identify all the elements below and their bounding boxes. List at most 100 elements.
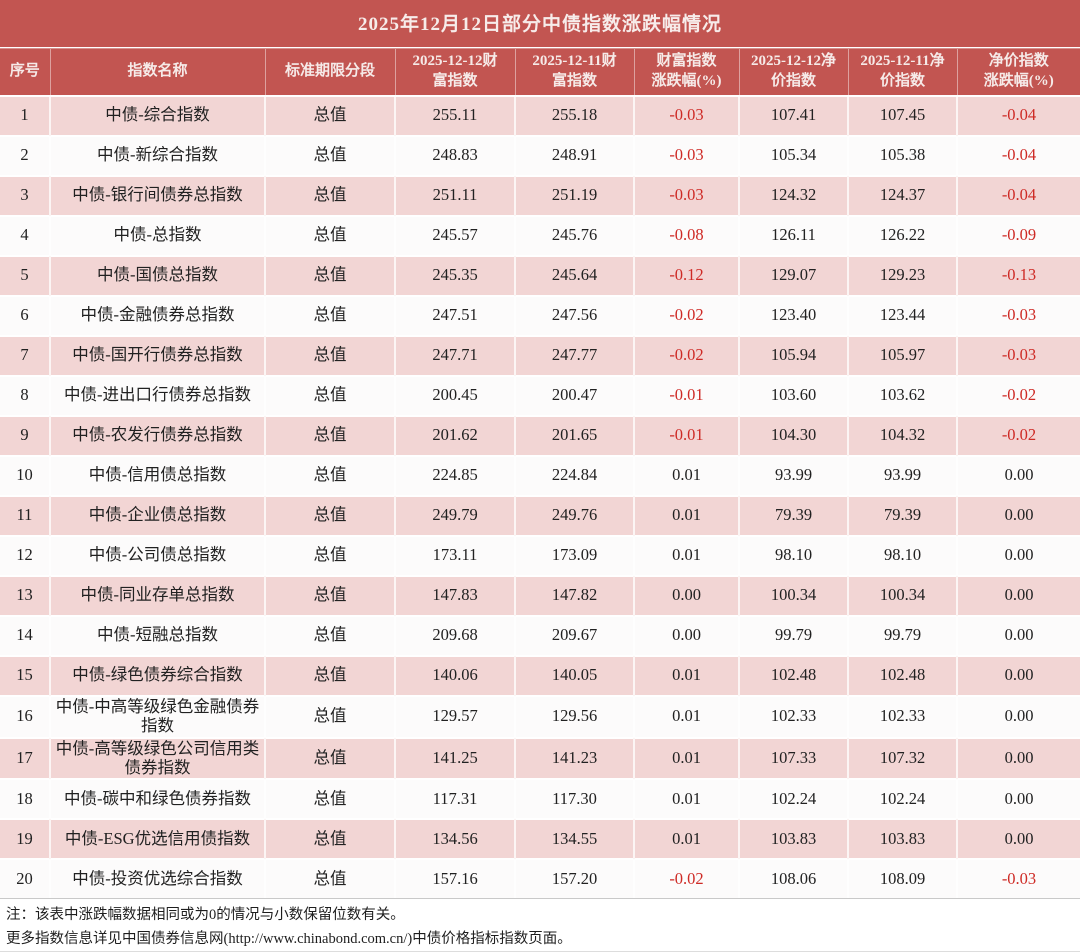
cell-net-price-1211: 103.83	[847, 818, 957, 860]
table-row: 3 中债-银行间债券总指数 总值 251.11 251.19 -0.03 124.32 124…	[0, 174, 1080, 216]
cell-wealth-change-pct: 0.01	[633, 818, 739, 860]
cell-index-name: 中债-农发行债券总指数	[49, 414, 265, 456]
cell-seq: 6	[0, 294, 50, 336]
cell-seq: 8	[0, 374, 50, 416]
cell-seq: 12	[0, 534, 50, 576]
cell-wealth-change-pct: -0.08	[633, 214, 739, 256]
cell-net-price-1212: 100.34	[738, 574, 848, 616]
cell-wealth-change-pct: -0.02	[633, 334, 739, 376]
table-row: 20 中债-投资优选综合指数 总值 157.16 157.20 -0.02 108.06 10…	[0, 858, 1080, 899]
cell-wealth-change-pct: 0.01	[633, 534, 739, 576]
cell-net-price-change-pct: 0.00	[956, 534, 1080, 576]
cell-net-price-change-pct: 0.00	[956, 574, 1080, 616]
cell-net-price-1212: 107.33	[738, 736, 848, 780]
table-row: 4 中债-总指数 总值 245.57 245.76 -0.08 126.11 126.22 -0…	[0, 214, 1080, 256]
cell-net-price-1212: 103.83	[738, 818, 848, 860]
cell-index-name: 中债-碳中和绿色债券指数	[49, 778, 265, 820]
cell-index-name: 中债-公司债总指数	[49, 534, 265, 576]
cell-wealth-index-1211: 247.77	[514, 334, 634, 376]
cell-term-segment: 总值	[264, 214, 395, 256]
cell-net-price-change-pct: -0.03	[956, 294, 1080, 336]
cell-term-segment: 总值	[264, 534, 395, 576]
cell-wealth-change-pct: -0.01	[633, 374, 739, 416]
table-row: 16 中债-中高等级绿色金融债券指数 总值 129.57 129.56 0.01 102.3…	[0, 694, 1080, 738]
cell-seq: 11	[0, 494, 50, 536]
cell-wealth-change-pct: 0.01	[633, 494, 739, 536]
table-row: 18 中债-碳中和绿色债券指数 总值 117.31 117.30 0.01 102.24 10…	[0, 778, 1080, 820]
cell-wealth-change-pct: -0.03	[633, 134, 739, 176]
cell-index-name: 中债-新综合指数	[49, 134, 265, 176]
cell-net-price-change-pct: -0.09	[956, 214, 1080, 256]
col-header-net-price-1211: 2025-12-11净 价指数	[847, 47, 957, 96]
cell-net-price-1211: 104.32	[847, 414, 957, 456]
table-row: 6 中债-金融债券总指数 总值 247.51 247.56 -0.02 123.40 123.…	[0, 294, 1080, 336]
cell-net-price-1211: 103.62	[847, 374, 957, 416]
cell-net-price-1212: 105.94	[738, 334, 848, 376]
cell-index-name: 中债-ESG优选信用债指数	[49, 818, 265, 860]
cell-wealth-index-1212: 245.35	[394, 254, 515, 296]
cell-index-name: 中债-银行间债券总指数	[49, 174, 265, 216]
cell-wealth-change-pct: 0.00	[633, 574, 739, 616]
cell-wealth-change-pct: -0.03	[633, 94, 739, 136]
cell-index-name: 中债-绿色债券综合指数	[49, 654, 265, 696]
cell-wealth-index-1212: 140.06	[394, 654, 515, 696]
cell-net-price-1212: 102.48	[738, 654, 848, 696]
cell-wealth-change-pct: -0.03	[633, 174, 739, 216]
cell-wealth-change-pct: -0.02	[633, 294, 739, 336]
cell-wealth-index-1211: 209.67	[514, 614, 634, 656]
cell-net-price-1212: 105.34	[738, 134, 848, 176]
table-row: 9 中债-农发行债券总指数 总值 201.62 201.65 -0.01 104.30 104…	[0, 414, 1080, 456]
cell-net-price-1211: 108.09	[847, 858, 957, 899]
cell-seq: 18	[0, 778, 50, 820]
cell-term-segment: 总值	[264, 494, 395, 536]
cell-seq: 10	[0, 454, 50, 496]
cell-wealth-index-1211: 255.18	[514, 94, 634, 136]
cell-index-name: 中债-高等级绿色公司信用类债券指数	[49, 736, 265, 780]
cell-net-price-1211: 100.34	[847, 574, 957, 616]
cell-wealth-index-1212: 248.83	[394, 134, 515, 176]
cell-term-segment: 总值	[264, 454, 395, 496]
cell-wealth-index-1211: 248.91	[514, 134, 634, 176]
col-header-seq: 序号	[0, 47, 50, 96]
cell-net-price-change-pct: 0.00	[956, 818, 1080, 860]
col-header-wealth-change-pct: 财富指数 涨跌幅(%)	[633, 47, 739, 96]
cell-index-name: 中债-国开行债券总指数	[49, 334, 265, 376]
cell-wealth-change-pct: -0.02	[633, 858, 739, 899]
cell-wealth-index-1211: 201.65	[514, 414, 634, 456]
cell-wealth-change-pct: 0.01	[633, 694, 739, 738]
cell-index-name: 中债-信用债总指数	[49, 454, 265, 496]
cell-net-price-1211: 102.24	[847, 778, 957, 820]
cell-wealth-index-1211: 134.55	[514, 818, 634, 860]
cell-term-segment: 总值	[264, 694, 395, 738]
cell-wealth-index-1212: 247.71	[394, 334, 515, 376]
cell-net-price-1211: 126.22	[847, 214, 957, 256]
bond-index-table: 序号 指数名称 标准期限分段 2025-12-12财 富指数 2025-12-11财 富…	[0, 47, 1080, 899]
cell-term-segment: 总值	[264, 574, 395, 616]
cell-net-price-1212: 102.33	[738, 694, 848, 738]
cell-wealth-index-1212: 247.51	[394, 294, 515, 336]
cell-net-price-change-pct: 0.00	[956, 694, 1080, 738]
cell-net-price-1211: 102.33	[847, 694, 957, 738]
cell-wealth-change-pct: -0.01	[633, 414, 739, 456]
table-row: 13 中债-同业存单总指数 总值 147.83 147.82 0.00 100.34 100.…	[0, 574, 1080, 616]
cell-net-price-change-pct: -0.02	[956, 414, 1080, 456]
cell-net-price-1212: 129.07	[738, 254, 848, 296]
col-header-wealth-index-1211: 2025-12-11财 富指数	[514, 47, 634, 96]
cell-seq: 16	[0, 694, 50, 738]
col-header-term-segment: 标准期限分段	[264, 47, 395, 96]
cell-seq: 2	[0, 134, 50, 176]
cell-seq: 9	[0, 414, 50, 456]
cell-wealth-index-1212: 209.68	[394, 614, 515, 656]
cell-net-price-change-pct: 0.00	[956, 614, 1080, 656]
cell-wealth-index-1212: 173.11	[394, 534, 515, 576]
table-row: 7 中债-国开行债券总指数 总值 247.71 247.77 -0.02 105.94 105…	[0, 334, 1080, 376]
cell-wealth-change-pct: -0.12	[633, 254, 739, 296]
cell-net-price-change-pct: -0.04	[956, 174, 1080, 216]
cell-seq: 19	[0, 818, 50, 860]
table-row: 12 中债-公司债总指数 总值 173.11 173.09 0.01 98.10 98.10 0…	[0, 534, 1080, 576]
cell-wealth-index-1211: 224.84	[514, 454, 634, 496]
cell-net-price-change-pct: 0.00	[956, 494, 1080, 536]
notes-section: 注：该表中涨跌幅数据相同或为0的情况与小数保留位数有关。 更多指数信息详见中国债…	[0, 898, 1080, 952]
table-row: 11 中债-企业债总指数 总值 249.79 249.76 0.01 79.39 79.39 0…	[0, 494, 1080, 536]
